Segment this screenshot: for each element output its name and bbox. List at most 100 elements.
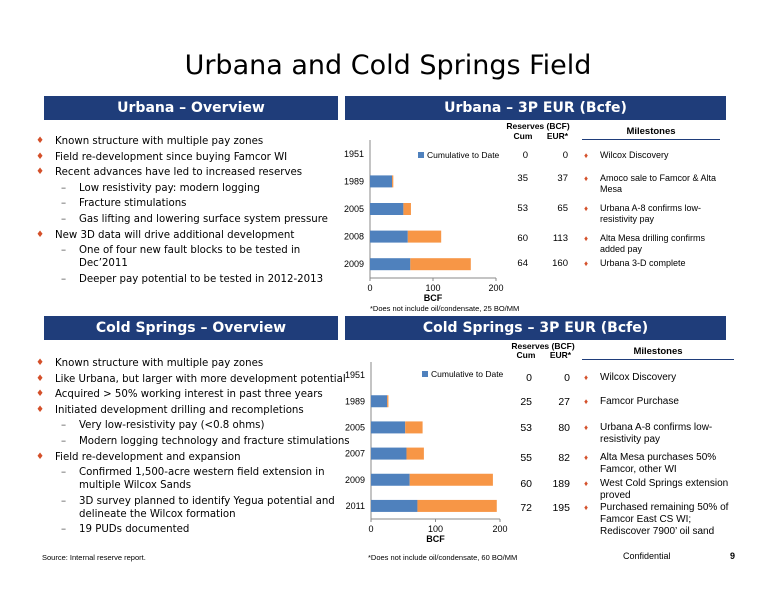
bullet-item: Modern logging technology and fracture s…	[32, 435, 352, 448]
x-tick-label: 100	[425, 283, 440, 293]
bar-eur-remaining	[409, 473, 493, 486]
bullet-item: New 3D data will drive additional develo…	[32, 229, 352, 242]
reserve-eur-value: 37	[557, 173, 568, 184]
bullet-item: 19 PUDs documented	[32, 523, 352, 536]
bar-eur-remaining	[407, 230, 442, 243]
confidential-label: Confidential	[623, 551, 671, 561]
bar-cumulative	[371, 473, 410, 486]
bullet-item: Deeper pay potential to be tested in 201…	[32, 273, 352, 286]
bar-eur-remaining	[392, 175, 394, 188]
source-note: Source: Internal reserve report.	[42, 553, 146, 562]
cold-footnote: *Does not include oil/condensate, 60 BO/…	[368, 553, 518, 562]
x-tick-label: 100	[428, 524, 443, 534]
cold-bullet-list: Known structure with multiple pay zones L…	[32, 357, 352, 539]
milestone-item: Wilcox Discovery	[584, 150, 724, 161]
bullet-item: Acquired > 50% working interest in past …	[32, 388, 352, 401]
page-number: 9	[730, 551, 736, 561]
bar-cumulative	[370, 175, 393, 188]
y-tick-label: 2005	[345, 422, 365, 432]
bullet-item: Low resistivity pay: modern logging	[32, 182, 352, 195]
reserve-cum-value: 60	[520, 478, 532, 490]
milestone-item: Amoco sale to Famcor & Alta Mesa	[584, 173, 724, 195]
reserve-eur-value: 113	[552, 233, 568, 244]
x-tick-label: 0	[367, 283, 372, 293]
milestone-item: Famcor Purchase	[584, 396, 736, 408]
bullet-item: Confirmed 1,500-acre western field exten…	[32, 466, 352, 492]
bullet-item: One of four new fault blocks to be teste…	[32, 244, 352, 270]
reserve-cum-value: 60	[517, 233, 528, 244]
reserve-cum-value: 0	[526, 372, 532, 384]
x-axis-title: BCF	[426, 534, 445, 544]
y-tick-label: 2009	[345, 475, 365, 485]
bullet-item: Field re-development and expansion	[32, 451, 352, 464]
reserve-cum-value: 35	[517, 173, 528, 184]
bar-eur-remaining	[405, 421, 423, 434]
bullet-item: Fracture stimulations	[32, 197, 352, 210]
urbana-overview-banner: Urbana – Overview	[44, 96, 338, 120]
bar-eur-remaining	[403, 203, 411, 215]
reserve-eur-value: 189	[552, 478, 570, 490]
bullet-item: Field re-development since buying Famcor…	[32, 151, 352, 164]
bullet-item: Recent advances have led to increased re…	[32, 166, 352, 179]
reserve-eur-value: 0	[562, 150, 568, 161]
bar-cumulative	[371, 395, 388, 408]
cold-milestones-label: Milestones	[582, 346, 734, 360]
cold-eur-chart: 1951 1989 2005 2007 2009 2011 0 100 200 BCF Cumula…	[345, 362, 508, 544]
bar-cumulative	[371, 421, 406, 434]
urbana-eur-chart: 1951 1989 2005 2008 2009 0 100 200 BCF Cumulative…	[344, 140, 504, 303]
bar-eur-remaining	[387, 395, 389, 408]
bar-cumulative	[370, 203, 404, 215]
y-tick-label: 2011	[346, 501, 365, 511]
reserve-eur-value: 160	[552, 258, 568, 269]
y-tick-label: 2009	[344, 259, 364, 269]
x-axis-title: BCF	[424, 293, 443, 303]
milestone-item: West Cold Springs extension proved	[584, 478, 736, 502]
y-tick-label: 1989	[345, 396, 365, 406]
milestone-item: Urbana A-8 confirms low-resistivity pay	[584, 203, 724, 225]
bullet-item: 3D survey planned to identify Yegua pote…	[32, 495, 352, 521]
y-tick-label: 2005	[344, 204, 364, 214]
bullet-item: Initiated development drilling and recom…	[32, 404, 352, 417]
bullet-item: Like Urbana, but larger with more develo…	[32, 373, 352, 386]
reserve-eur-value: 0	[564, 372, 570, 384]
reserve-eur-value: 65	[557, 203, 568, 214]
bar-eur-remaining	[410, 258, 471, 271]
urbana-eur-label: EUR*	[546, 131, 569, 141]
urbana-eur-banner: Urbana – 3P EUR (Bcfe)	[345, 96, 726, 120]
bullet-item: Very low-resistivity pay (<0.8 ohms)	[32, 419, 352, 432]
urbana-bullet-list: Known structure with multiple pay zones F…	[32, 135, 352, 288]
bar-eur-remaining	[417, 499, 497, 512]
urbana-footnote: *Does not include oil/condensate, 25 BO/…	[370, 304, 520, 313]
milestone-item: Alta Mesa purchases 50% Famcor, other WI	[584, 452, 736, 476]
reserve-cum-value: 53	[517, 203, 528, 214]
reserve-cum-value: 64	[517, 258, 528, 269]
milestone-item: Urbana 3-D complete	[584, 258, 724, 269]
cold-cum-label: Cum	[516, 350, 536, 360]
bullet-item: Known structure with multiple pay zones	[32, 135, 352, 148]
reserve-cum-value: 55	[520, 452, 532, 464]
reserve-cum-value: 72	[520, 502, 532, 514]
urbana-reserves-label: Reserves (BCF)	[506, 121, 570, 131]
bar-eur-remaining	[406, 447, 424, 460]
bullet-item: Known structure with multiple pay zones	[32, 357, 352, 370]
x-tick-label: 0	[368, 524, 373, 534]
milestone-item: Alta Mesa drilling confirms added pay	[584, 233, 724, 255]
cold-reserves-label: Reserves (BCF)	[511, 341, 575, 351]
reserve-cum-value: 53	[520, 422, 532, 434]
cold-eur-label: EUR*	[549, 350, 572, 360]
urbana-milestones-label: Milestones	[582, 126, 720, 140]
x-tick-label: 200	[492, 524, 507, 534]
bullet-item: Gas lifting and lowering surface system …	[32, 213, 352, 226]
milestone-item: Purchased remaining 50% of Famcor East C…	[584, 502, 736, 538]
bar-cumulative	[371, 499, 418, 512]
cold-eur-banner: Cold Springs – 3P EUR (Bcfe)	[345, 316, 726, 340]
y-tick-label: 2007	[345, 449, 365, 459]
y-tick-label: 2008	[344, 232, 364, 242]
y-tick-label: 1989	[344, 176, 364, 186]
reserve-eur-value: 27	[558, 396, 570, 408]
bar-cumulative	[371, 447, 407, 460]
y-tick-label: 1951	[344, 149, 364, 159]
legend-swatch	[418, 152, 424, 158]
urbana-cum-label: Cum	[513, 131, 533, 141]
reserve-eur-value: 195	[552, 502, 570, 514]
